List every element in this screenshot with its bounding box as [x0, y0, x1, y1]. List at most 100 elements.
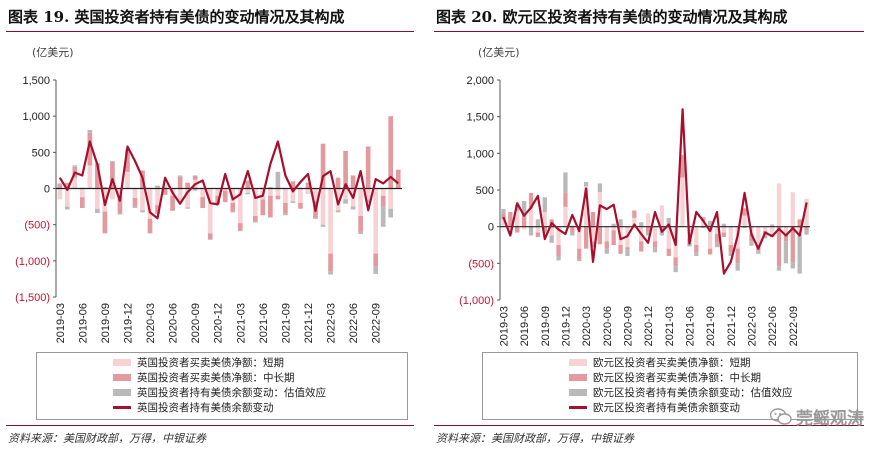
- left-bar-short: [155, 188, 160, 206]
- left-bar-short: [147, 188, 153, 219]
- left-bar-valuation: [275, 171, 281, 189]
- left-total-line: [58, 140, 399, 220]
- right-bar-valuation: [673, 266, 678, 273]
- right-y-tick-label: 2,000: [466, 75, 494, 87]
- right-y-tick-label: (500): [468, 258, 494, 270]
- right-y-tick-label: 1,000: [466, 148, 494, 160]
- right-bar-valuation: [797, 234, 802, 274]
- left-bar-short: [140, 188, 145, 211]
- left-bar-mid: [320, 143, 326, 189]
- left-bar-mid: [358, 215, 363, 232]
- right-y-tick-label: (1,000): [459, 295, 494, 307]
- right-bar-short: [563, 206, 568, 227]
- left-bar-valuation: [117, 213, 123, 215]
- left-y-tick-label: 0: [44, 184, 50, 196]
- left-bar-mid: [275, 195, 281, 200]
- right-y-tick-label: 500: [476, 185, 494, 197]
- right-bar-short: [694, 226, 699, 245]
- left-bar-short: [373, 188, 379, 254]
- left-bar-valuation: [87, 129, 93, 133]
- right-bar-short: [590, 226, 596, 242]
- right-bar-valuation: [590, 241, 596, 248]
- right-bar-valuation: [563, 172, 568, 193]
- right-bar-valuation: [583, 181, 589, 187]
- left-x-tick-label: 2020-06: [168, 303, 180, 343]
- right-x-tick-label: 2019-03: [498, 306, 510, 346]
- right-bar-mid: [508, 212, 513, 227]
- left-bar-mid: [147, 218, 153, 234]
- left-bar-short: [64, 188, 70, 207]
- right-legend-item-short: 欧元区投资者买卖美债净额：短期: [483, 355, 857, 370]
- left-bar-mid: [64, 182, 70, 189]
- left-legend-swatch-short: [113, 359, 131, 366]
- right-bar-short: [763, 226, 768, 232]
- right-bar-valuation: [763, 234, 768, 239]
- right-bar-mid: [652, 241, 658, 248]
- right-unit-label: (亿美元): [478, 46, 520, 59]
- left-legend-item-total: 英国投资者持有美债余额变动: [37, 400, 407, 415]
- right-bar-valuation: [556, 256, 561, 261]
- right-legend-swatch-mid: [569, 374, 587, 381]
- left-y-tick-label: (500): [24, 220, 50, 232]
- right-bar-valuation: [776, 266, 782, 271]
- right-x-tick-label: 2021-06: [684, 306, 696, 346]
- left-legend-item-short: 英国投资者买卖美债净额：短期: [37, 355, 407, 370]
- left-x-tick-label: 2019-09: [100, 303, 112, 343]
- right-bar-short: [783, 226, 789, 234]
- right-bar-mid: [749, 234, 754, 242]
- right-legend-label-valuation: 欧元区投资者持有美债余额变动：估值效应: [593, 387, 793, 399]
- left-x-tick-label: 2021-12: [303, 303, 315, 343]
- left-bar-short: [343, 188, 348, 200]
- left-bar-mid: [350, 175, 356, 189]
- left-bar-mid: [200, 197, 206, 209]
- left-bar-mid: [132, 197, 138, 207]
- left-x-tick-label: 2022-06: [348, 303, 360, 343]
- right-legend-item-valuation: 欧元区投资者持有美债余额变动：估值效应: [483, 385, 857, 400]
- right-bar-mid: [535, 232, 541, 237]
- right-bar-short: [542, 212, 547, 227]
- right-bar-short: [680, 177, 685, 227]
- left-bar-mid: [328, 253, 333, 272]
- right-bar-short: [521, 226, 527, 230]
- right-bar-mid: [583, 226, 589, 249]
- left-bar-short: [245, 188, 251, 193]
- left-bar-short: [388, 188, 394, 209]
- right-legend-label-mid: 欧元区投资者买卖美债净额：中长期: [593, 372, 761, 384]
- left-bar-valuation: [177, 175, 183, 177]
- right-bar-valuation: [618, 219, 623, 227]
- right-panel: 图表 20. 欧元区投资者持有美债的变动情况及其构成 (亿美元) 2,000 1,…: [432, 0, 870, 456]
- right-bar-valuation: [714, 242, 720, 248]
- left-bar-mid: [162, 188, 168, 195]
- right-x-tick-label: 2019-06: [519, 306, 531, 346]
- left-bar-mid: [207, 233, 213, 240]
- left-bar-valuation: [313, 217, 318, 219]
- left-bar-mid: [245, 180, 251, 189]
- left-x-tick-label: 2019-12: [122, 303, 134, 343]
- right-bar-mid: [577, 248, 582, 260]
- right-bar-valuation: [639, 222, 644, 227]
- left-bar-valuation: [380, 206, 386, 227]
- right-bar-mid: [645, 226, 651, 233]
- left-bar-valuation: [207, 239, 213, 240]
- right-bar-short: [804, 198, 809, 227]
- right-bar-mid: [570, 226, 575, 233]
- right-bar-mid: [707, 248, 713, 255]
- right-legend-swatch-total: [569, 406, 587, 409]
- right-bar-short: [728, 226, 733, 245]
- right-legend-label-short: 欧元区投资者买卖美债净额：短期: [593, 357, 751, 369]
- left-bar-valuation: [155, 185, 160, 189]
- right-x-tick-label: 2022-03: [746, 306, 758, 346]
- right-bar-valuation: [749, 241, 754, 246]
- right-bar-mid: [776, 226, 782, 267]
- right-bar-mid: [604, 241, 609, 249]
- left-bar-valuation: [95, 208, 100, 214]
- left-bar-mid: [117, 195, 123, 214]
- right-bar-mid: [515, 226, 520, 233]
- right-bar-short: [501, 219, 506, 227]
- left-bar-mid: [290, 181, 296, 189]
- right-x-tick-label: 2020-12: [643, 306, 655, 346]
- left-bar-short: [328, 188, 333, 254]
- left-bar-mid: [222, 190, 228, 202]
- right-bar-valuation: [666, 217, 671, 227]
- left-bar-mid: [79, 197, 85, 209]
